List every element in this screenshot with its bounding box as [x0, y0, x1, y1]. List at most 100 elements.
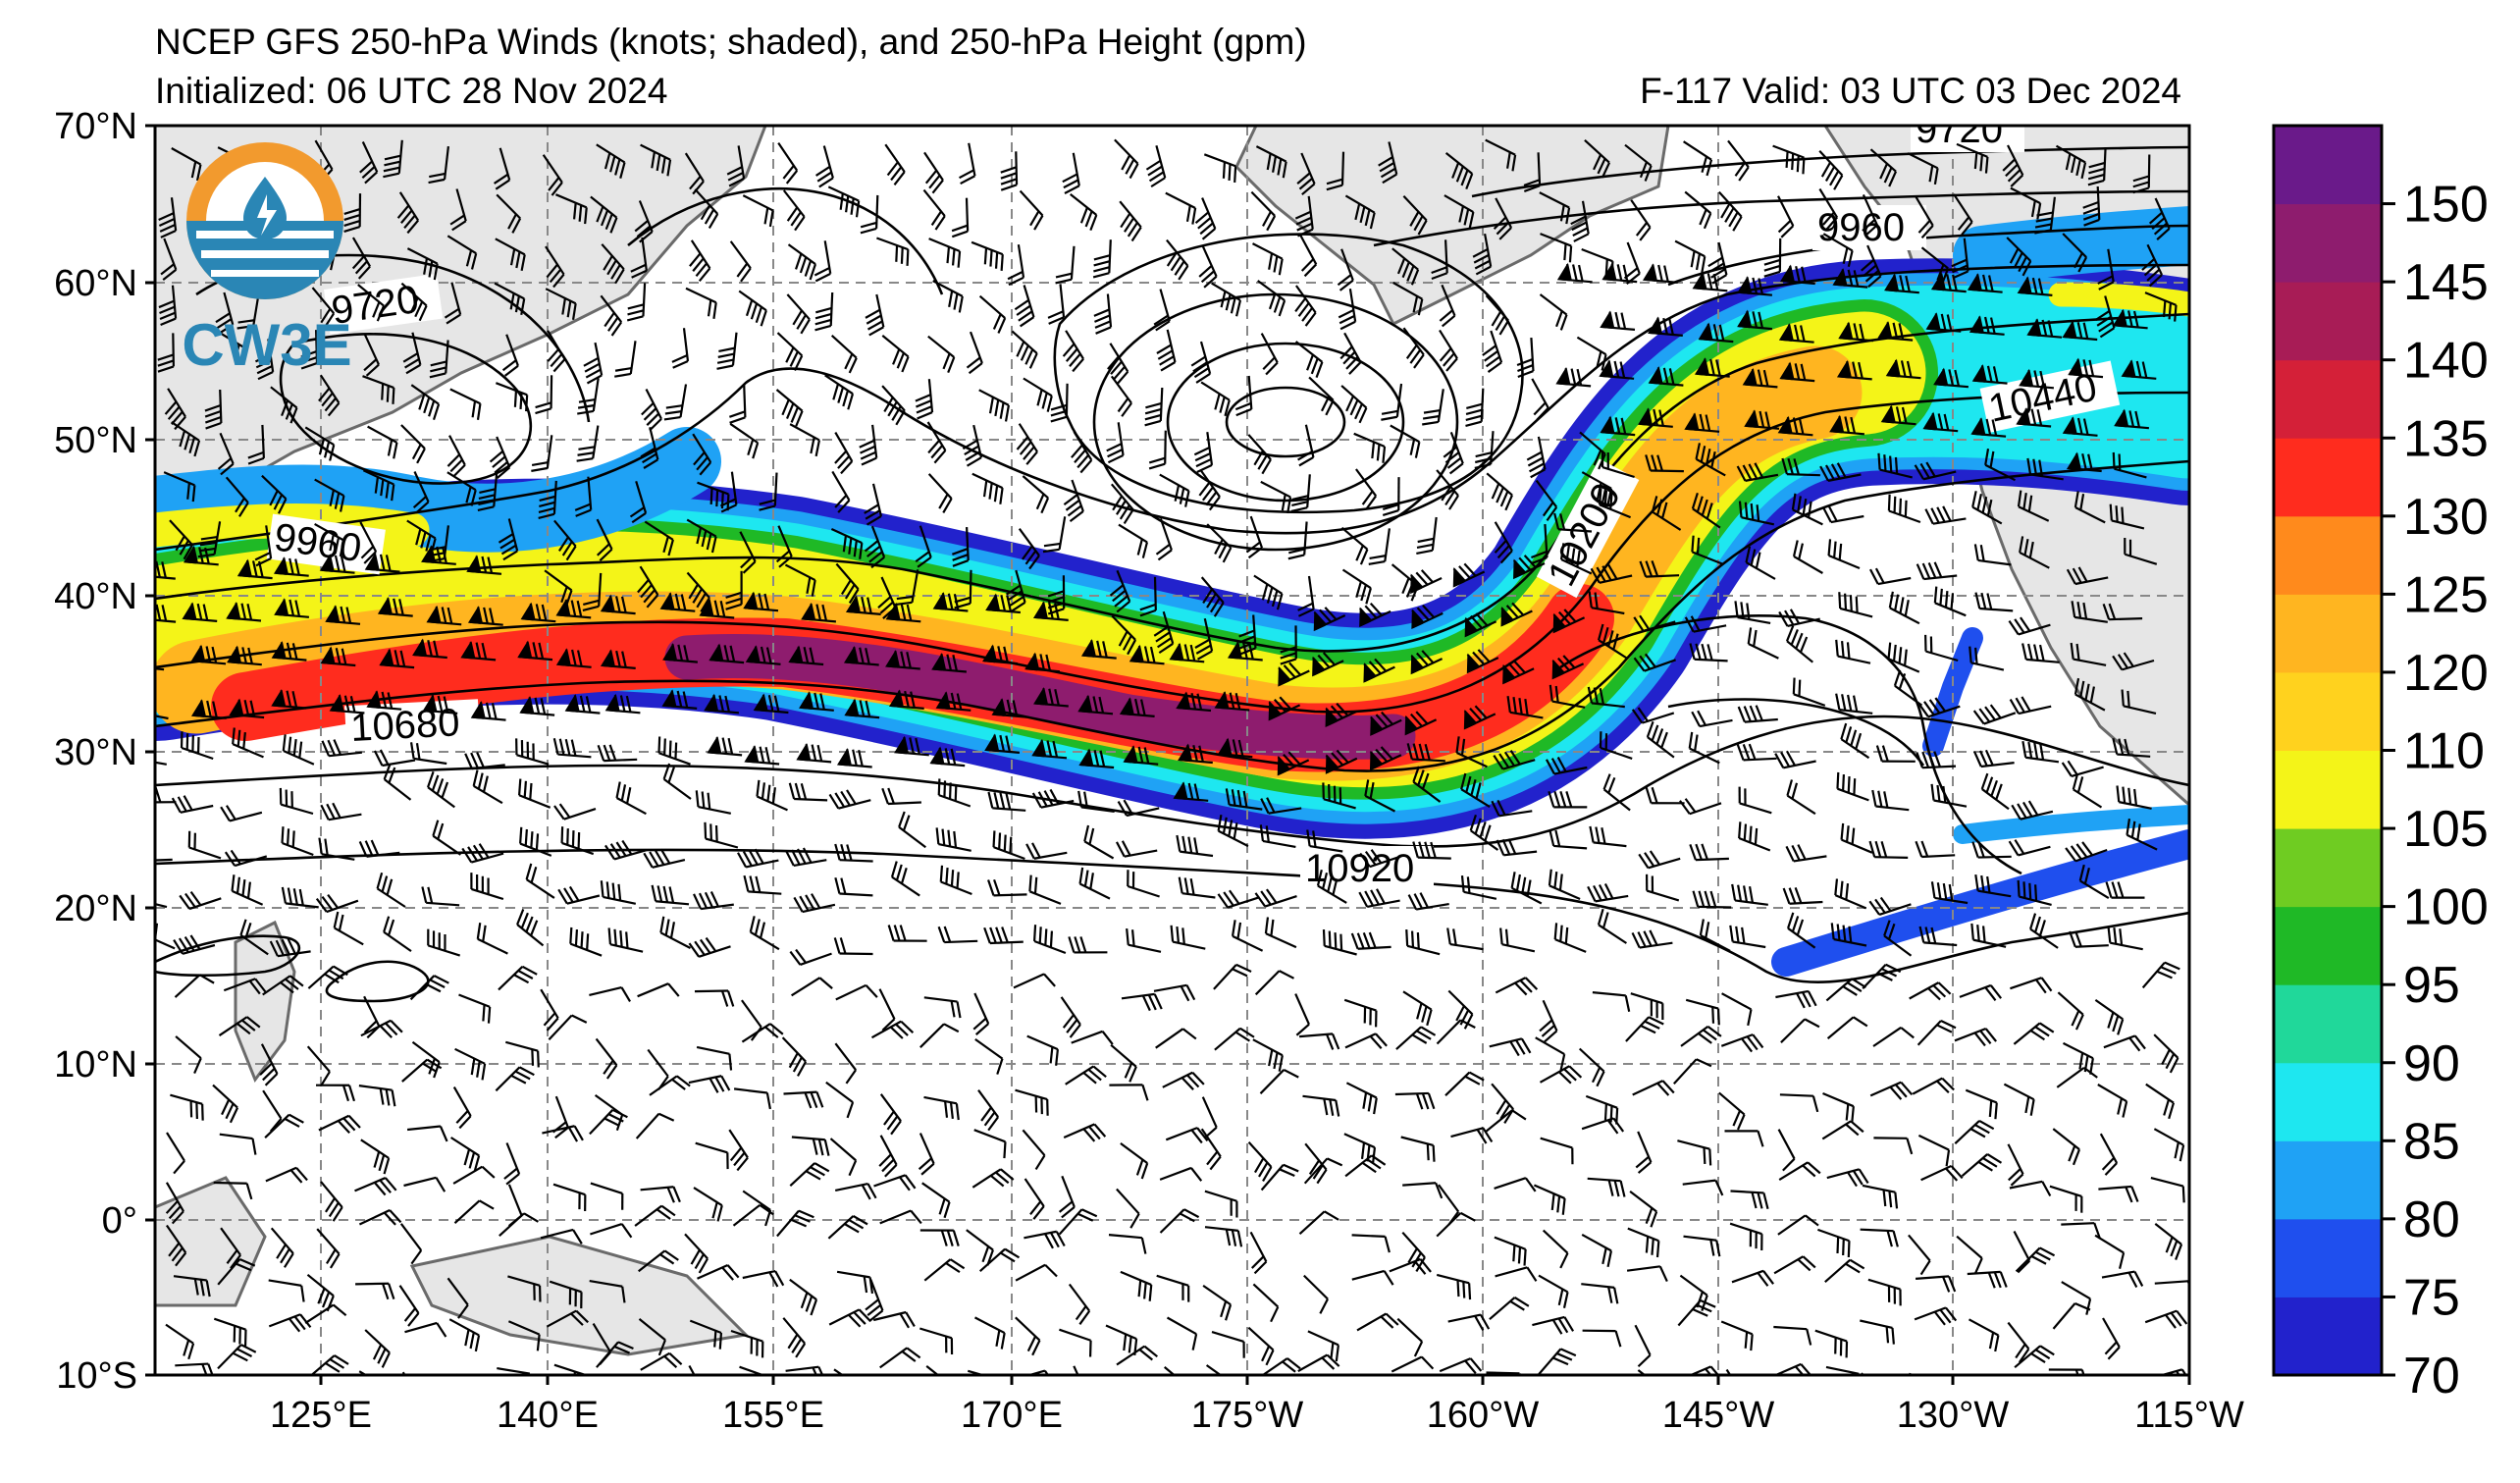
wind-barb [362, 375, 395, 404]
wind-barb [1738, 821, 1771, 852]
wind-barb [596, 1341, 634, 1368]
wind-barb [1254, 970, 1295, 996]
wind-barb [1684, 412, 1720, 433]
wind-barb [2009, 1180, 2052, 1197]
wind-barb [355, 1282, 395, 1300]
wind-barb [2153, 1128, 2185, 1162]
wind-barb [1110, 483, 1134, 525]
wind-barb [1545, 756, 1588, 775]
wind-barb [170, 1093, 204, 1121]
wind-barb [1684, 190, 1712, 230]
wind-barb [1924, 505, 1967, 525]
wind-barb [1358, 888, 1400, 908]
wind-barb [516, 909, 545, 947]
wind-barb [1779, 361, 1815, 383]
wind-barb [158, 285, 178, 327]
wind-barb [1015, 1316, 1041, 1356]
wind-barb [684, 152, 705, 195]
wind-barb [232, 727, 264, 759]
wind-barb [1341, 568, 1372, 605]
wind-barb [1482, 330, 1503, 373]
wind-barb [728, 1129, 749, 1172]
wind-barb [788, 782, 828, 802]
wind-barb [1119, 697, 1155, 717]
wind-barb [742, 1269, 785, 1288]
wind-barb [1337, 248, 1354, 291]
wind-barb [1570, 200, 1590, 242]
wind-barb [1836, 359, 1872, 381]
wind-barb [978, 389, 1010, 422]
wind-barb [1259, 824, 1296, 848]
wind-barb [2109, 503, 2145, 530]
wind-barb [833, 937, 873, 956]
wind-barb [2015, 1246, 2056, 1273]
wind-barb [1452, 562, 1486, 588]
wind-barb [2021, 643, 2060, 663]
wind-barb [1165, 1127, 1209, 1144]
wind-barb [879, 1093, 902, 1136]
wind-barb [519, 826, 552, 857]
wind-barb [1626, 1265, 1668, 1283]
wind-barb [1474, 431, 1495, 470]
wind-barb [881, 787, 921, 806]
wind-barb [557, 885, 601, 905]
wind-barb [1587, 883, 1629, 903]
wind-barb [1129, 644, 1165, 665]
wind-barb [844, 698, 880, 719]
wind-barb [1268, 696, 1301, 721]
wind-barb [495, 1066, 535, 1092]
wind-barb [2102, 1317, 2121, 1360]
wind-barb [1028, 874, 1062, 905]
wind-barb [1862, 193, 1878, 238]
wind-barb [973, 1129, 1007, 1159]
wind-barb [1211, 1331, 1245, 1358]
wind-barb [879, 1209, 922, 1225]
wind-barb [1829, 414, 1864, 436]
wind-barb [1411, 604, 1444, 630]
wind-barb [984, 733, 1020, 754]
wind-barb [314, 522, 345, 557]
wind-barb [1677, 1298, 1716, 1327]
wind-barb [1691, 492, 1721, 529]
colorbar-block [2274, 282, 2382, 361]
wind-barb [1144, 387, 1164, 427]
wind-barb [1260, 1163, 1299, 1192]
wind-barb [1639, 559, 1680, 578]
wind-barb [1548, 869, 1581, 901]
wind-barb [684, 1233, 709, 1274]
wind-barb [1153, 289, 1171, 332]
wind-barb [643, 848, 686, 869]
wind-barb [615, 781, 647, 816]
wind-barb [236, 558, 273, 580]
wind-barb [403, 1176, 446, 1192]
wind-barb [229, 698, 265, 719]
wind-barb [1455, 736, 1488, 768]
wind-barb [1736, 743, 1777, 762]
wind-barb [789, 1278, 818, 1316]
wind-barb [358, 1085, 396, 1107]
wind-barb [1060, 996, 1081, 1038]
wind-barb [1635, 1131, 1653, 1174]
wind-barb [555, 648, 592, 668]
wind-barb [1173, 781, 1209, 802]
wind-barb [737, 848, 779, 869]
wind-barb [2034, 196, 2056, 235]
wind-barb [634, 1204, 676, 1227]
wind-barb [2145, 1083, 2176, 1120]
wind-barb [1165, 191, 1197, 225]
wind-barb [1073, 1365, 1089, 1375]
wind-barb [515, 738, 550, 766]
wind-barb [1026, 1034, 1059, 1066]
wind-barb [743, 874, 782, 895]
wind-barb [776, 332, 804, 371]
wind-barb [318, 1114, 361, 1134]
wind-barb [497, 1367, 534, 1375]
wind-barb [1447, 1313, 1491, 1331]
wind-barb [307, 965, 348, 989]
wind-barb [689, 239, 711, 282]
wind-barb [827, 1214, 868, 1240]
wind-barb [183, 545, 219, 566]
wind-barb [919, 1327, 954, 1355]
wind-barb [835, 562, 860, 605]
wind-barb [1108, 1234, 1147, 1254]
